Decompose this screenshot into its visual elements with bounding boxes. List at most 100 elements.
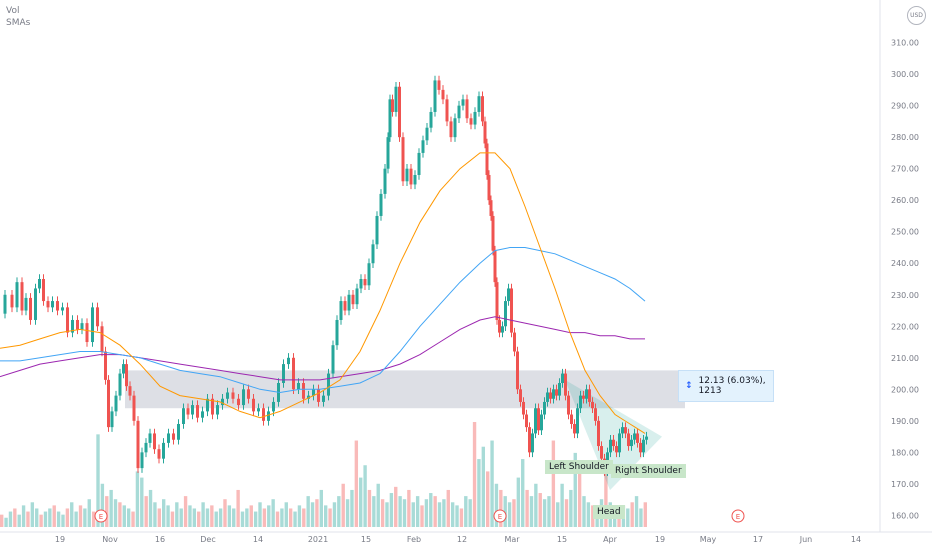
- candle-body: [20, 282, 24, 311]
- candle-body: [588, 389, 591, 402]
- candle-body: [34, 288, 37, 320]
- candle-body: [317, 389, 320, 402]
- candle-body: [600, 446, 603, 459]
- candle-body: [483, 121, 487, 144]
- candle-body: [489, 200, 493, 216]
- volume-indicator-label[interactable]: Vol: [6, 6, 20, 16]
- volume-bar: [140, 477, 144, 527]
- volume-bar: [183, 496, 188, 527]
- candle-body: [504, 301, 507, 327]
- volume-bar: [521, 459, 525, 527]
- volume-bar: [52, 505, 56, 527]
- candle-body: [359, 279, 363, 289]
- volume-bar: [135, 471, 140, 527]
- candle-body: [56, 301, 59, 311]
- candle-body: [307, 395, 310, 399]
- candle-body: [312, 389, 315, 396]
- candle-body: [375, 215, 379, 245]
- volume-bar: [35, 508, 39, 527]
- candle-body: [618, 433, 621, 453]
- x-tick-label: 2021: [308, 535, 328, 544]
- volume-bar: [214, 511, 218, 527]
- candle-body: [576, 408, 579, 434]
- volume-bar: [302, 508, 306, 527]
- candle-body: [29, 297, 32, 320]
- candle-body: [172, 433, 175, 440]
- candle-body: [398, 86, 401, 138]
- currency-badge[interactable]: USD: [907, 6, 926, 25]
- candle-body: [481, 96, 484, 122]
- volume-bar: [126, 508, 131, 527]
- candle-body: [100, 326, 104, 352]
- candle-body: [231, 392, 235, 399]
- candle-body: [186, 408, 190, 415]
- volume-bar: [345, 499, 350, 527]
- y-tick-label: 280.00: [891, 133, 919, 142]
- volume-bar: [249, 505, 253, 527]
- volume-bar: [617, 511, 621, 527]
- volume-bar: [175, 502, 179, 527]
- volume-bar: [486, 471, 490, 527]
- candle-body: [327, 373, 330, 396]
- candle-body: [507, 288, 510, 302]
- volume-bar: [442, 499, 446, 527]
- volume-bar: [464, 496, 468, 527]
- candle-body: [441, 89, 445, 100]
- volume-bar: [96, 434, 100, 527]
- candle-body: [498, 319, 501, 333]
- volume-bar: [455, 505, 459, 527]
- candle-body: [322, 395, 325, 402]
- candle-body: [247, 389, 250, 399]
- x-tick-label: 15: [361, 535, 371, 544]
- candle-body: [639, 442, 642, 453]
- volume-bar: [459, 508, 464, 527]
- volume-bar: [525, 489, 529, 527]
- candle-body: [118, 373, 122, 396]
- candle-body: [125, 364, 128, 387]
- y-tick-label: 310.00: [891, 39, 919, 48]
- sma-indicator-label[interactable]: SMAs: [6, 18, 31, 28]
- candle-body: [469, 118, 473, 125]
- x-tick-label: 16: [155, 535, 165, 544]
- candle-body: [267, 411, 270, 421]
- volume-bar: [162, 499, 166, 527]
- candle-body: [140, 452, 144, 469]
- volume-bar: [564, 499, 569, 527]
- candle-body: [555, 389, 558, 396]
- x-tick-label: Apr: [603, 535, 618, 544]
- candle-body: [543, 401, 546, 415]
- candle-body: [297, 383, 300, 390]
- volume-bar: [529, 496, 534, 527]
- volume-bar: [372, 496, 376, 527]
- candle-body: [355, 288, 359, 305]
- candle-body: [612, 439, 615, 447]
- volume-bar: [324, 505, 328, 527]
- y-tick-label: 200.00: [891, 385, 919, 394]
- volume-bar: [91, 511, 96, 527]
- candle-body: [71, 319, 74, 333]
- volume-bar: [380, 499, 385, 527]
- candle-body: [473, 111, 477, 125]
- y-tick-label: 180.00: [891, 448, 919, 457]
- candle-body: [519, 389, 522, 402]
- volume-bar: [604, 465, 608, 527]
- candle-body: [162, 442, 165, 459]
- volume-bar: [591, 505, 595, 527]
- volume-bar: [560, 483, 564, 527]
- candle-body: [367, 263, 371, 286]
- candle-body: [114, 395, 118, 412]
- volume-bar: [13, 508, 17, 527]
- candle-body: [516, 351, 519, 390]
- candle-body: [107, 379, 110, 428]
- volume-bar: [109, 489, 113, 527]
- volume-bar: [61, 514, 65, 527]
- volume-bar: [118, 502, 122, 527]
- volume-bar: [17, 514, 21, 527]
- volume-bar: [626, 508, 630, 527]
- candle-body: [15, 282, 19, 308]
- y-tick-label: 160.00: [891, 511, 919, 520]
- candle-body: [221, 398, 224, 406]
- volume-bar: [166, 505, 170, 527]
- volume-bar: [170, 511, 175, 527]
